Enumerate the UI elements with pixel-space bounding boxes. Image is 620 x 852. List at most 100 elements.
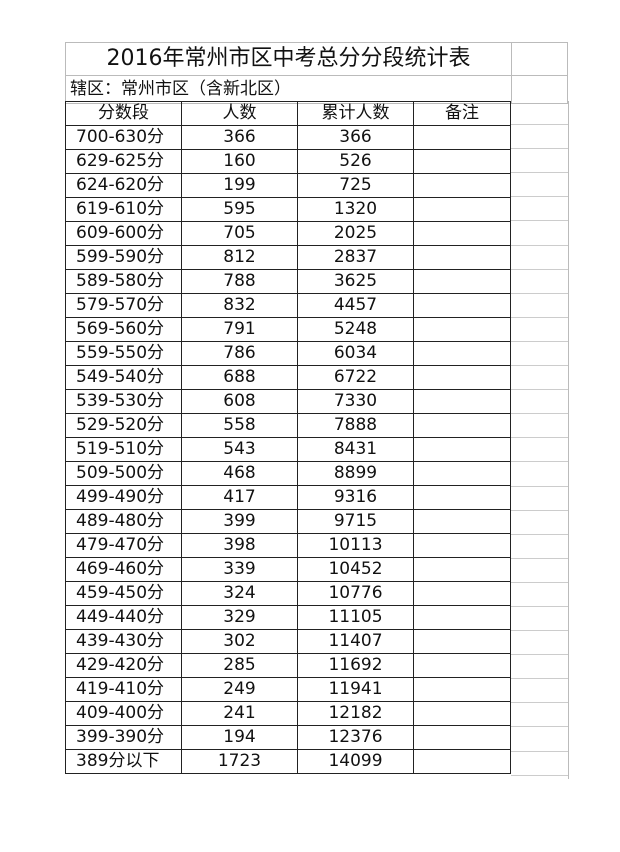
notes-cell [413, 485, 511, 510]
score-range-cell: 589-580分 [65, 269, 182, 294]
empty-cell [511, 246, 568, 270]
score-range-cell: 389分以下 [65, 749, 182, 774]
table-row: 569-560分 791 5248 [65, 317, 511, 342]
table-row: 449-440分 329 11105 [65, 605, 511, 630]
cumulative-cell: 10452 [297, 557, 414, 582]
score-range-cell: 409-400分 [65, 701, 182, 726]
cumulative-cell: 1320 [297, 197, 414, 222]
notes-cell [413, 197, 511, 222]
score-range-cell: 539-530分 [65, 389, 182, 414]
table-row: 499-490分 417 9316 [65, 485, 511, 510]
district-label: 辖区：常州市区（含新北区） [70, 79, 291, 99]
cumulative-cell: 8431 [297, 437, 414, 462]
district-row: 辖区：常州市区（含新北区） [65, 76, 568, 104]
cumulative-cell: 10113 [297, 533, 414, 558]
title-row: 2016年常州市区中考总分分段统计表 [65, 42, 568, 76]
count-cell: 705 [181, 221, 298, 246]
count-cell: 324 [181, 581, 298, 606]
count-cell: 366 [181, 125, 298, 150]
table-row: 599-590分 812 2837 [65, 245, 511, 270]
count-cell: 241 [181, 701, 298, 726]
cumulative-cell: 5248 [297, 317, 414, 342]
cumulative-cell: 6722 [297, 365, 414, 390]
score-range-cell: 499-490分 [65, 485, 182, 510]
table-row: 479-470分 398 10113 [65, 533, 511, 558]
cell-divider [511, 76, 512, 103]
cumulative-cell: 14099 [297, 749, 414, 774]
table-row: 589-580分 788 3625 [65, 269, 511, 294]
count-cell: 398 [181, 533, 298, 558]
cell-divider [511, 43, 512, 75]
table-row: 469-460分 339 10452 [65, 557, 511, 582]
score-range-cell: 559-550分 [65, 341, 182, 366]
table-row: 529-520分 558 7888 [65, 413, 511, 438]
score-range-cell: 624-620分 [65, 173, 182, 198]
count-cell: 302 [181, 629, 298, 654]
notes-cell [413, 605, 511, 630]
score-range-cell: 519-510分 [65, 437, 182, 462]
table-row: 429-420分 285 11692 [65, 653, 511, 678]
score-range-cell: 449-440分 [65, 605, 182, 630]
notes-cell [413, 389, 511, 414]
empty-cell [511, 752, 568, 776]
score-range-cell: 419-410分 [65, 677, 182, 702]
table-row: 419-410分 249 11941 [65, 677, 511, 702]
empty-cell [511, 197, 568, 222]
empty-cell [511, 583, 568, 607]
count-cell: 786 [181, 341, 298, 366]
score-range-cell: 479-470分 [65, 533, 182, 558]
table-row: 619-610分 595 1320 [65, 197, 511, 222]
empty-cell [511, 511, 568, 535]
empty-column [511, 101, 569, 779]
count-cell: 199 [181, 173, 298, 198]
cumulative-cell: 2837 [297, 245, 414, 270]
empty-cell [511, 487, 568, 511]
score-range-cell: 459-450分 [65, 581, 182, 606]
empty-cell [511, 101, 568, 126]
empty-cell [511, 438, 568, 463]
score-range-cell: 700-630分 [65, 125, 182, 150]
notes-cell [413, 413, 511, 438]
notes-cell [413, 293, 511, 318]
cumulative-cell: 6034 [297, 341, 414, 366]
notes-cell [413, 725, 511, 750]
cumulative-cell: 11105 [297, 605, 414, 630]
empty-cell [511, 125, 568, 150]
score-table: 分数段 人数 累计人数 备注 700-630分 366 366 629-625分 160… [65, 101, 511, 774]
cumulative-cell: 9715 [297, 509, 414, 534]
empty-cell [511, 462, 568, 487]
score-range-cell: 629-625分 [65, 149, 182, 174]
table-row: 624-620分 199 725 [65, 173, 511, 198]
notes-cell [413, 149, 511, 174]
cumulative-cell: 725 [297, 173, 414, 198]
empty-cell [511, 535, 568, 559]
score-range-cell: 509-500分 [65, 461, 182, 486]
empty-cell [511, 414, 568, 439]
empty-cell [511, 390, 568, 415]
notes-cell [413, 269, 511, 294]
table-row: 609-600分 705 2025 [65, 221, 511, 246]
notes-cell [413, 581, 511, 606]
cumulative-cell: 366 [297, 125, 414, 150]
score-range-cell: 609-600分 [65, 221, 182, 246]
cumulative-cell: 3625 [297, 269, 414, 294]
notes-cell [413, 365, 511, 390]
table-row: 559-550分 786 6034 [65, 341, 511, 366]
count-cell: 285 [181, 653, 298, 678]
table-row: 539-530分 608 7330 [65, 389, 511, 414]
cumulative-cell: 11941 [297, 677, 414, 702]
score-range-cell: 579-570分 [65, 293, 182, 318]
page-title: 2016年常州市区中考总分分段统计表 [106, 46, 471, 71]
cumulative-cell: 2025 [297, 221, 414, 246]
header-score-range: 分数段 [65, 101, 182, 126]
count-cell: 194 [181, 725, 298, 750]
header-count: 人数 [181, 101, 298, 126]
empty-cell [511, 173, 568, 198]
cumulative-cell: 8899 [297, 461, 414, 486]
notes-cell [413, 173, 511, 198]
sheet-header: 2016年常州市区中考总分分段统计表 辖区：常州市区（含新北区） [65, 42, 568, 104]
score-range-cell: 619-610分 [65, 197, 182, 222]
table-row: 509-500分 468 8899 [65, 461, 511, 486]
cumulative-cell: 4457 [297, 293, 414, 318]
empty-cell [511, 559, 568, 583]
